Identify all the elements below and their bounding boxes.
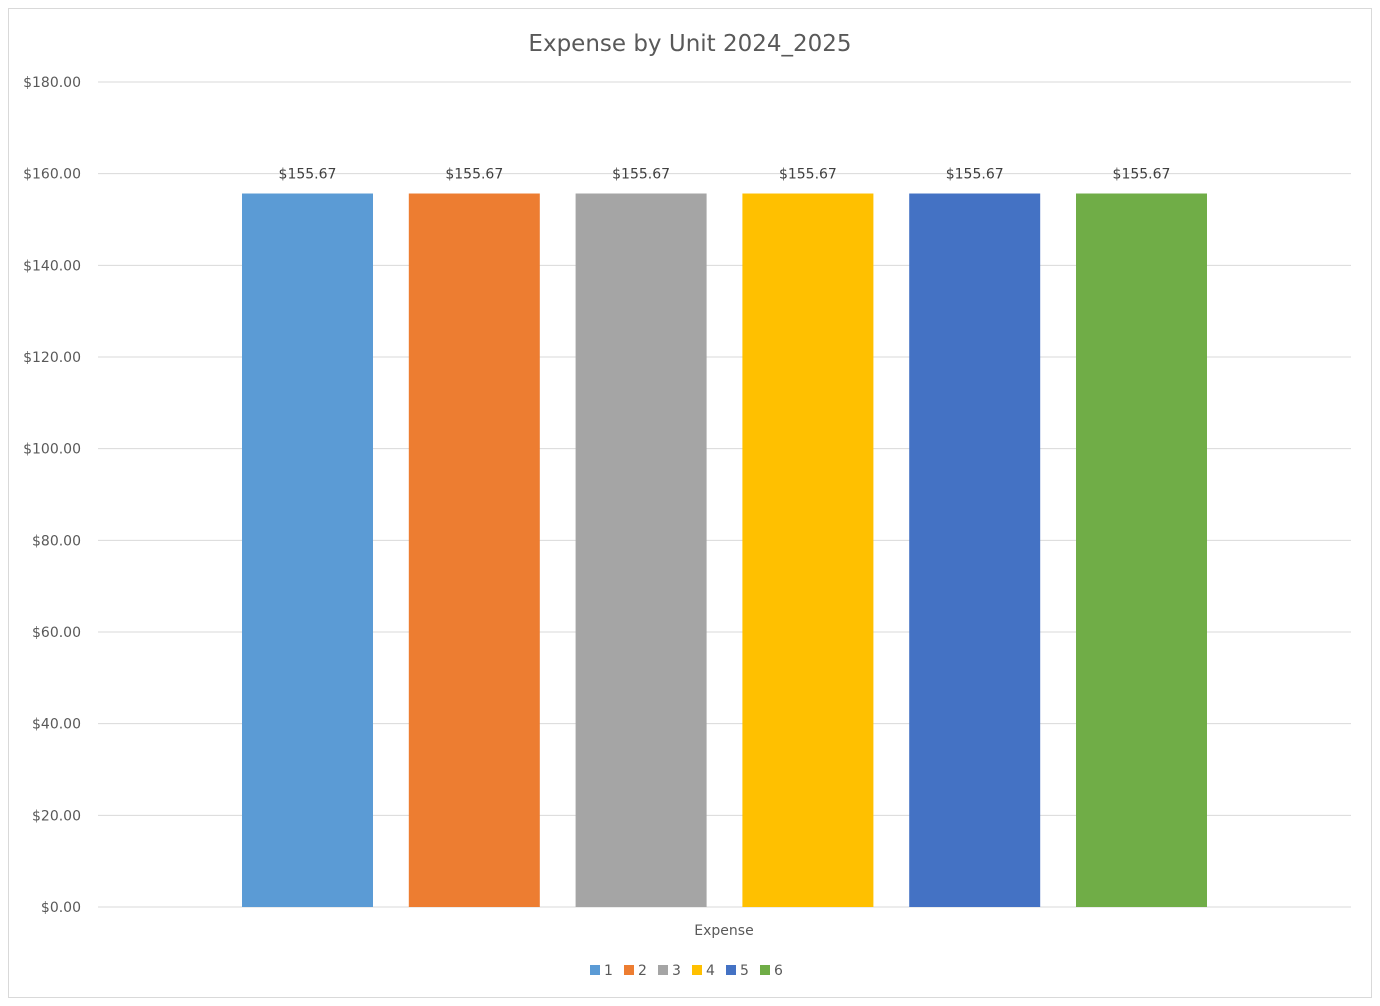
bar-series-1 xyxy=(242,193,373,907)
legend-swatch xyxy=(658,965,668,975)
y-tick-label: $20.00 xyxy=(32,808,81,824)
y-tick-label: $180.00 xyxy=(23,75,81,91)
legend-label: 4 xyxy=(706,963,715,979)
legend-swatch xyxy=(590,965,600,975)
data-label: $155.67 xyxy=(279,167,337,183)
y-tick-label: $120.00 xyxy=(23,350,81,366)
y-tick-label: $60.00 xyxy=(32,625,81,641)
legend-label: 3 xyxy=(672,963,681,979)
y-axis-tick-labels: $0.00 $20.00 $40.00 $60.00 $80.00 $100.00 $120… xyxy=(23,75,81,916)
data-label: $155.67 xyxy=(779,167,837,183)
y-tick-label: $160.00 xyxy=(23,167,81,183)
data-label: $155.67 xyxy=(612,167,670,183)
legend-label: 1 xyxy=(604,963,613,979)
data-label: $155.67 xyxy=(445,167,503,183)
legend: 1 2 3 4 5 6 xyxy=(590,963,783,979)
y-tick-label: $100.00 xyxy=(23,442,81,458)
chart-title: Expense by Unit 2024_2025 xyxy=(528,31,851,57)
bar-series-4 xyxy=(742,193,874,907)
legend-label: 6 xyxy=(774,963,783,979)
legend-swatch xyxy=(726,965,736,975)
data-label: $155.67 xyxy=(946,167,1004,183)
legend-label: 2 xyxy=(638,963,647,979)
legend-swatch xyxy=(760,965,770,975)
legend-swatch xyxy=(692,965,702,975)
legend-swatch xyxy=(624,965,634,975)
legend-label: 5 xyxy=(740,963,749,979)
data-labels: $155.67 $155.67 $155.67 $155.67 $155.67 $155.… xyxy=(279,167,1171,183)
bar-series-2 xyxy=(408,193,540,907)
x-category-label: Expense xyxy=(694,923,753,939)
bar-series-3 xyxy=(575,193,707,907)
bar-series-6 xyxy=(1076,193,1207,907)
y-tick-label: $80.00 xyxy=(32,533,81,549)
data-label: $155.67 xyxy=(1113,167,1171,183)
y-tick-label: $40.00 xyxy=(32,717,81,733)
bars xyxy=(242,193,1207,907)
y-tick-label: $0.00 xyxy=(41,900,81,916)
y-tick-label: $140.00 xyxy=(23,258,81,274)
bar-series-5 xyxy=(909,193,1041,907)
